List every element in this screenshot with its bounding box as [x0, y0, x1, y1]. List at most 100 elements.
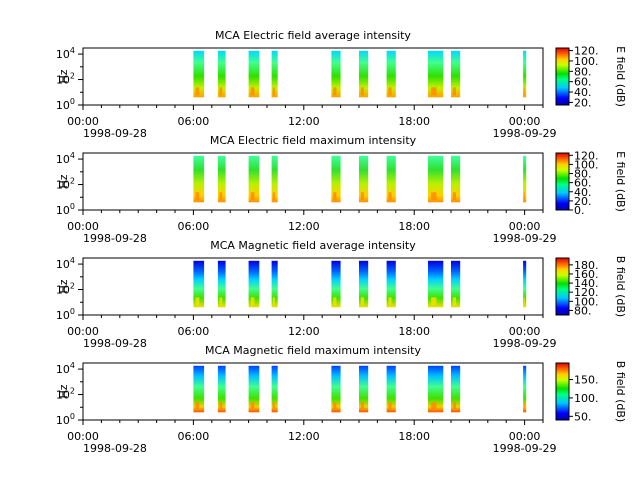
spectrogram-hotspot [195, 297, 200, 306]
colorbar-tick-label: 80. [574, 168, 592, 181]
spectrogram-hotspot [250, 402, 255, 411]
x-tick-label: 00:00 [509, 430, 541, 443]
spectrogram-burst [359, 365, 369, 413]
spectrogram-hotspot [388, 192, 392, 201]
x-date-label: 1998-09-29 [493, 127, 557, 140]
colorbar-tick-label: 40. [574, 186, 592, 199]
spectrogram-hotspot [452, 192, 456, 201]
colorbar-tick-label: 60. [574, 76, 592, 89]
spectrogram-burst [331, 50, 341, 98]
colorbar-frame [555, 152, 570, 211]
colorbar-tick-label: 40. [574, 86, 592, 99]
x-date-label: 1998-09-28 [83, 442, 147, 455]
spectrogram-burst [248, 155, 260, 203]
x-tick-label: 00:00 [509, 115, 541, 128]
spectrogram-hotspot [431, 402, 437, 411]
chart-title: MCA Magnetic field maximum intensity [205, 344, 421, 357]
spectrogram-burst [359, 260, 369, 308]
y-tick-label: 104 [56, 46, 75, 61]
spectrogram-burst [359, 155, 369, 203]
spectrogram-burst [271, 365, 278, 413]
spectrogram-hotspot [333, 297, 337, 306]
x-tick-label: 00:00 [67, 115, 99, 128]
colorbar-tick-label: 160. [574, 268, 599, 281]
x-tick-label: 00:00 [509, 325, 541, 338]
colorbar-tick-label: 50. [574, 410, 592, 423]
spectrogram-hotspot [452, 297, 456, 306]
y-tick-label: 102 [56, 387, 75, 402]
colorbar-tick-label: 120. [574, 149, 599, 162]
spectrogram-hotspot [272, 87, 275, 96]
spectrogram-hotspot [219, 87, 223, 96]
x-tick-label: 06:00 [178, 325, 210, 338]
y-tick-label: 102 [56, 282, 75, 297]
spectrogram-burst [523, 260, 527, 308]
colorbar-label: E field (dB) [614, 46, 627, 107]
spectrogram-burst [428, 50, 444, 98]
y-tick-label: 100 [56, 412, 75, 427]
x-tick-label: 12:00 [288, 430, 320, 443]
spectrogram-hotspot [360, 402, 364, 411]
colorbar-frame [555, 47, 570, 106]
spectrogram-burst [193, 365, 205, 413]
spectrogram-burst [359, 50, 369, 98]
spectrogram-burst [331, 365, 341, 413]
chart-panel-1: MCA Electric field average intensity 100 1… [56, 29, 627, 140]
spectrogram-burst [331, 155, 341, 203]
spectrogram-burst [386, 155, 396, 203]
spectrogram-burst [248, 50, 260, 98]
spectrogram-burst [193, 50, 205, 98]
spectrogram-burst [331, 260, 341, 308]
spectrogram-hotspot [388, 87, 392, 96]
x-date-label: 1998-09-28 [83, 232, 147, 245]
x-tick-label: 18:00 [398, 430, 430, 443]
spectrogram-hotspot [195, 87, 200, 96]
spectrogram-hotspot [272, 297, 275, 306]
spectrogram-hotspot [360, 87, 364, 96]
spectrogram-hotspot [333, 192, 337, 201]
y-tick-label: 104 [56, 256, 75, 271]
x-date-label: 1998-09-29 [493, 337, 557, 350]
colorbar-frame [555, 362, 570, 421]
spectrogram-hotspot [452, 87, 456, 96]
spectrogram-hotspot [523, 87, 525, 96]
spectrogram-hotspot [431, 192, 437, 201]
y-axis-label: Hz [57, 69, 70, 83]
spectrogram-burst [217, 260, 226, 308]
y-axis-label: Hz [57, 279, 70, 293]
colorbar-label: B field (dB) [614, 361, 627, 422]
colorbar-tick-label: 100. [574, 158, 599, 171]
colorbar-tick-label: 20. [574, 195, 592, 208]
colorbar-tick-label: 0. [574, 204, 585, 217]
y-tick-label: 102 [56, 72, 75, 87]
x-date-label: 1998-09-29 [493, 442, 557, 455]
spectrogram-hotspot [250, 87, 255, 96]
spectrogram-burst [428, 365, 444, 413]
colorbar-tick-label: 80. [574, 65, 592, 78]
y-tick-label: 100 [56, 97, 75, 112]
x-tick-label: 12:00 [288, 325, 320, 338]
colorbar-tick-label: 120. [574, 286, 599, 299]
y-axis-label: Hz [57, 384, 70, 398]
chart-panel-2: MCA Electric field maximum intensity 100 1… [56, 134, 627, 245]
spectrogram-burst [248, 365, 260, 413]
x-tick-label: 18:00 [398, 325, 430, 338]
spectrogram-burst [248, 260, 260, 308]
spectrogram-burst [193, 155, 205, 203]
colorbar [556, 363, 569, 420]
spectrogram-hotspot [523, 402, 525, 411]
spectrogram-burst [428, 260, 444, 308]
colorbar-label: E field (dB) [614, 151, 627, 212]
x-tick-label: 00:00 [67, 430, 99, 443]
spectrogram-hotspot [219, 402, 223, 411]
spectrogram-burst [271, 155, 278, 203]
colorbar-tick-label: 20. [574, 96, 592, 109]
spectrogram-burst [386, 50, 396, 98]
spectrogram-burst [523, 50, 527, 98]
spectrogram-hotspot [360, 192, 364, 201]
spectrogram-burst [217, 365, 226, 413]
spectrogram-burst [193, 260, 205, 308]
spectrogram-hotspot [219, 192, 223, 201]
x-tick-label: 00:00 [67, 325, 99, 338]
colorbar-tick-label: 60. [574, 177, 592, 190]
